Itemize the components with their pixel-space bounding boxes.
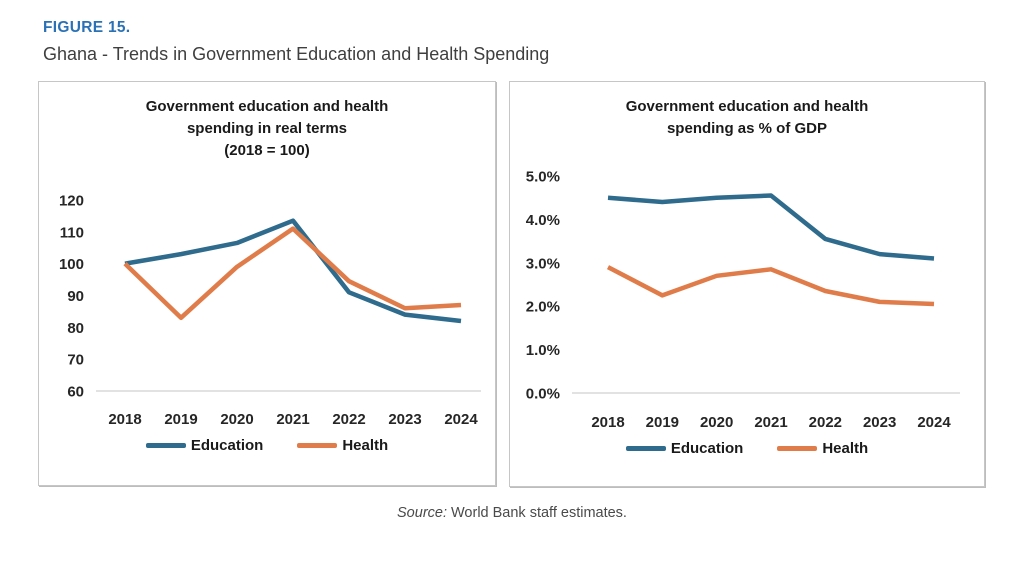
legend-label-health: Health: [822, 440, 869, 457]
legend-item-education: Education: [625, 440, 744, 457]
x-tick-label: 2022: [332, 411, 365, 428]
chart-legend-gdp-share: Education Health: [625, 440, 868, 457]
education-line: [607, 193, 935, 261]
figure-number: FIGURE 15.: [43, 19, 131, 36]
source-text: World Bank staff estimates.: [451, 505, 627, 521]
chart-title-gdp-share: Government education and health spending…: [625, 98, 869, 137]
figure-title: Ghana - Trends in Government Education a…: [43, 44, 550, 64]
charts-row: Government education and health spending…: [38, 81, 1024, 487]
x-tick-label: 2018: [591, 414, 624, 431]
x-tick-label: 2018: [108, 411, 141, 428]
legend-item-health: Health: [297, 437, 388, 454]
legend-label-health: Health: [342, 437, 389, 454]
y-tick-label: 3.0%: [526, 255, 560, 272]
x-tick-label: 2020: [220, 411, 253, 428]
education-line: [124, 218, 462, 324]
line-chart-gdp-share: 0.0% 1.0% 2.0% 3.0% 4.0% 5.0% 2018 2019 2020 2021…: [526, 169, 960, 431]
x-tick-label: 2019: [164, 411, 197, 428]
health-line-swatch: [297, 443, 338, 448]
y-tick-label: 2.0%: [526, 299, 560, 316]
y-tick-label: 90: [67, 288, 84, 305]
health-line-swatch: [777, 446, 818, 451]
education-line-swatch: [625, 446, 666, 451]
education-line-swatch: [145, 443, 186, 448]
legend-label-education: Education: [190, 437, 264, 454]
y-tick-label: 110: [60, 224, 84, 241]
chart-panel-real-terms: Government education and health spending…: [38, 81, 496, 486]
chart-panel-gdp-share: Government education and health spending…: [509, 81, 985, 487]
x-tick-label: 2022: [809, 414, 842, 431]
x-tick-label: 2021: [276, 411, 309, 428]
line-chart-real-terms: 60 70 80 90 100 110 120 2018 2019 2020 2021 2022 202…: [59, 193, 481, 428]
y-tick-label: 0.0%: [526, 386, 560, 403]
y-tick-label: 1.0%: [526, 342, 560, 359]
y-tick-label: 100: [59, 256, 84, 273]
x-tick-label: 2021: [754, 414, 787, 431]
x-tick-label: 2023: [863, 414, 896, 431]
y-tick-label: 70: [67, 352, 84, 369]
x-tick-label: 2019: [646, 414, 679, 431]
y-tick-label: 80: [67, 320, 84, 337]
y-tick-label: 120: [59, 193, 84, 210]
y-tick-label: 5.0%: [526, 169, 560, 186]
y-tick-label: 4.0%: [526, 212, 560, 229]
chart-title-real-terms: Government education and health spending…: [145, 98, 389, 159]
x-tick-label: 2024: [917, 414, 951, 431]
health-line: [123, 226, 462, 321]
x-tick-label: 2020: [700, 414, 733, 431]
legend-label-education: Education: [670, 440, 744, 457]
source-label: Source:: [397, 505, 447, 521]
legend-item-health: Health: [777, 440, 868, 457]
chart-legend-real-terms: Education Health: [145, 437, 388, 454]
y-tick-label: 60: [67, 384, 84, 401]
legend-item-education: Education: [145, 437, 264, 454]
x-tick-label: 2023: [388, 411, 421, 428]
figure-header: FIGURE 15. Ghana - Trends in Government …: [0, 0, 1024, 65]
x-tick-label: 2024: [444, 411, 478, 428]
source-note: Source: World Bank staff estimates.: [0, 505, 1024, 521]
health-line: [606, 265, 935, 307]
